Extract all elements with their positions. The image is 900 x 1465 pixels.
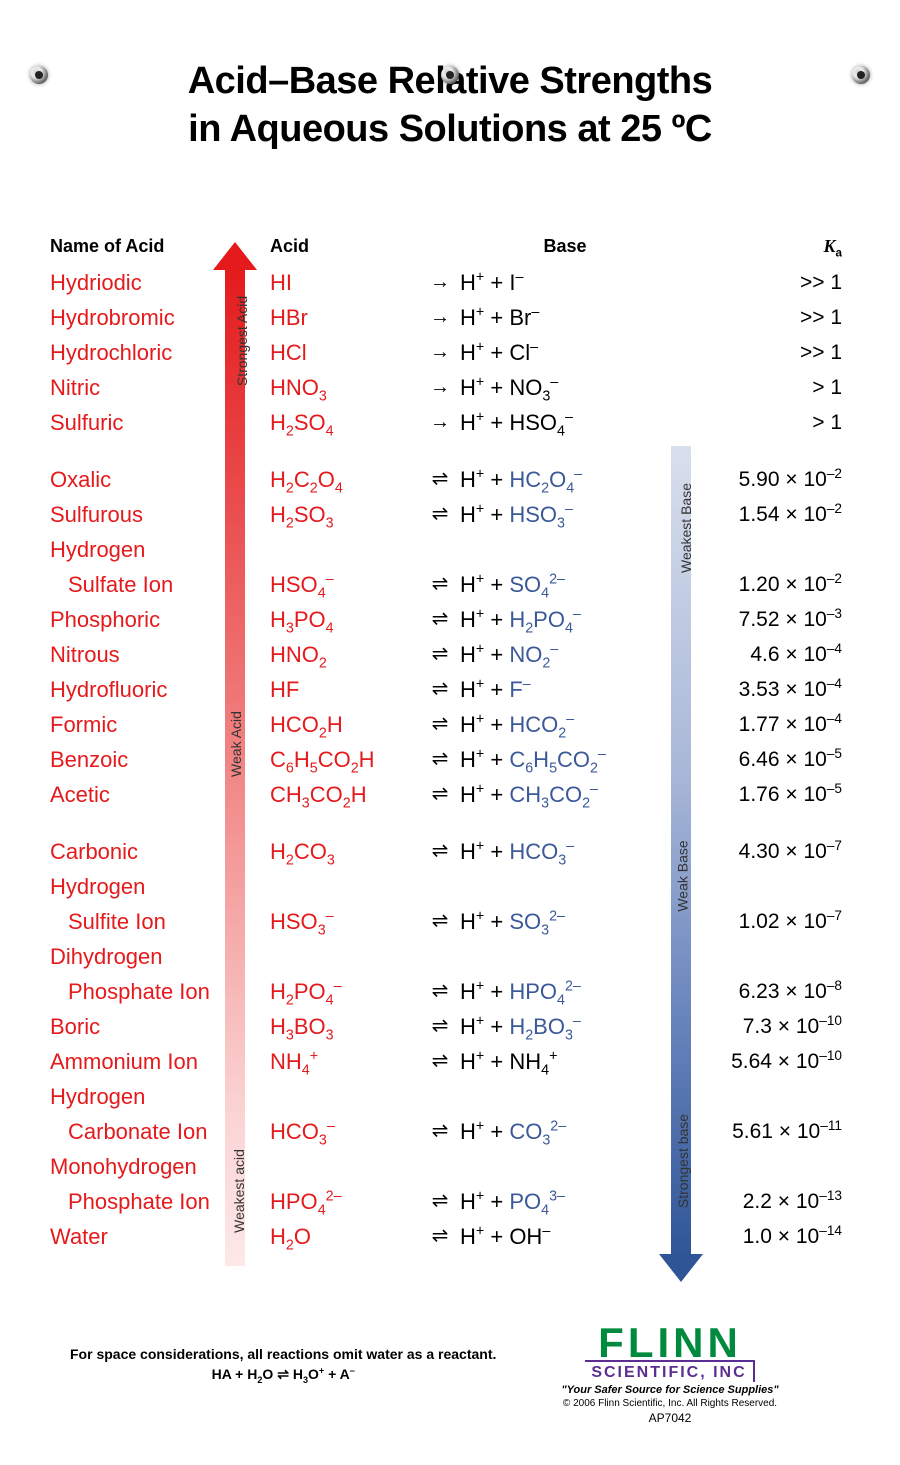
table-row: Hydrogen [50, 1079, 850, 1114]
table-row: OxalicH2C2O4⇌H+ + HC2O4–5.90 × 10–2 [50, 462, 850, 497]
header-acid: Acid [270, 236, 420, 257]
table-row: SulfuricH2SO4→H+ + HSO4–> 1 [50, 405, 850, 440]
table-row: Sulfate IonHSO4–⇌H+ + SO42–1.20 × 10–2 [50, 567, 850, 602]
grommet-icon [852, 66, 870, 84]
table-row: PhosphoricH3PO4⇌H+ + H2PO4–7.52 × 10–3 [50, 602, 850, 637]
sku: AP7042 [520, 1411, 820, 1425]
logo: FLINN SCIENTIFIC, INC "Your Safer Source… [520, 1324, 820, 1425]
brand-name: FLINN [520, 1324, 820, 1362]
footnote: For space considerations, all reactions … [70, 1346, 496, 1383]
table-row: NitrousHNO2⇌H+ + NO2–4.6 × 10–4 [50, 637, 850, 672]
table-row: HydrobromicHBr→H+ + Br–>> 1 [50, 300, 850, 335]
table-row: BoricH3BO3⇌H+ + H2BO3–7.3 × 10–10 [50, 1009, 850, 1044]
table-row: BenzoicC6H5CO2H⇌H+ + C6H5CO2–6.46 × 10–5 [50, 742, 850, 777]
table-row: HydrofluoricHF⇌H+ + F–3.53 × 10–4 [50, 672, 850, 707]
table-row: Hydrogen [50, 532, 850, 567]
table-row: Ammonium IonNH4+⇌H+ + NH4+5.64 × 10–10 [50, 1044, 850, 1079]
table-row: HydriodicHI→H+ + I–>> 1 [50, 265, 850, 300]
brand-sub: SCIENTIFIC, INC [585, 1360, 754, 1382]
header-base: Base [460, 236, 670, 257]
table-row: CarbonicH2CO3⇌H+ + HCO3–4.30 × 10–7 [50, 834, 850, 869]
table-row: HydrochloricHCl→H+ + Cl–>> 1 [50, 335, 850, 370]
table-row: WaterH2O⇌H+ + OH–1.0 × 10–14 [50, 1219, 850, 1254]
tagline: "Your Safer Source for Science Supplies" [520, 1384, 820, 1396]
copyright: © 2006 Flinn Scientific, Inc. All Rights… [520, 1398, 820, 1409]
table-row: Phosphate IonH2PO4–⇌H+ + HPO42–6.23 × 10… [50, 974, 850, 1009]
table-row: Dihydrogen [50, 939, 850, 974]
table-row: Phosphate IonHPO42–⇌H+ + PO43–2.2 × 10–1… [50, 1184, 850, 1219]
table-headers: Name of Acid Acid Base Ka [50, 236, 850, 257]
table-row: SulfurousH2SO3⇌H+ + HSO3–1.54 × 10–2 [50, 497, 850, 532]
footnote-equation: HA + H2O ⇌ H3O+ + A– [70, 1366, 496, 1383]
footnote-text: For space considerations, all reactions … [70, 1346, 496, 1362]
title-line2: in Aqueous Solutions at 25 ºC [0, 106, 900, 154]
table-row: AceticCH3CO2H⇌H+ + CH3CO2–1.76 × 10–5 [50, 777, 850, 812]
header-ka: Ka [670, 236, 850, 257]
table-row: Sulfite IonHSO3–⇌H+ + SO32–1.02 × 10–7 [50, 904, 850, 939]
table-body: HydriodicHI→H+ + I–>> 1HydrobromicHBr→H+… [50, 265, 850, 1254]
grommet-icon [441, 66, 459, 84]
table-row: Carbonate IonHCO3–⇌H+ + CO32–5.61 × 10–1… [50, 1114, 850, 1149]
table: Name of Acid Acid Base Ka HydriodicHI→H+… [50, 236, 850, 1254]
header-name: Name of Acid [50, 236, 270, 257]
table-row: Hydrogen [50, 869, 850, 904]
table-row: NitricHNO3→H+ + NO3–> 1 [50, 370, 850, 405]
table-row: FormicHCO2H⇌H+ + HCO2–1.77 × 10–4 [50, 707, 850, 742]
table-row: Monohydrogen [50, 1149, 850, 1184]
grommet-icon [30, 66, 48, 84]
